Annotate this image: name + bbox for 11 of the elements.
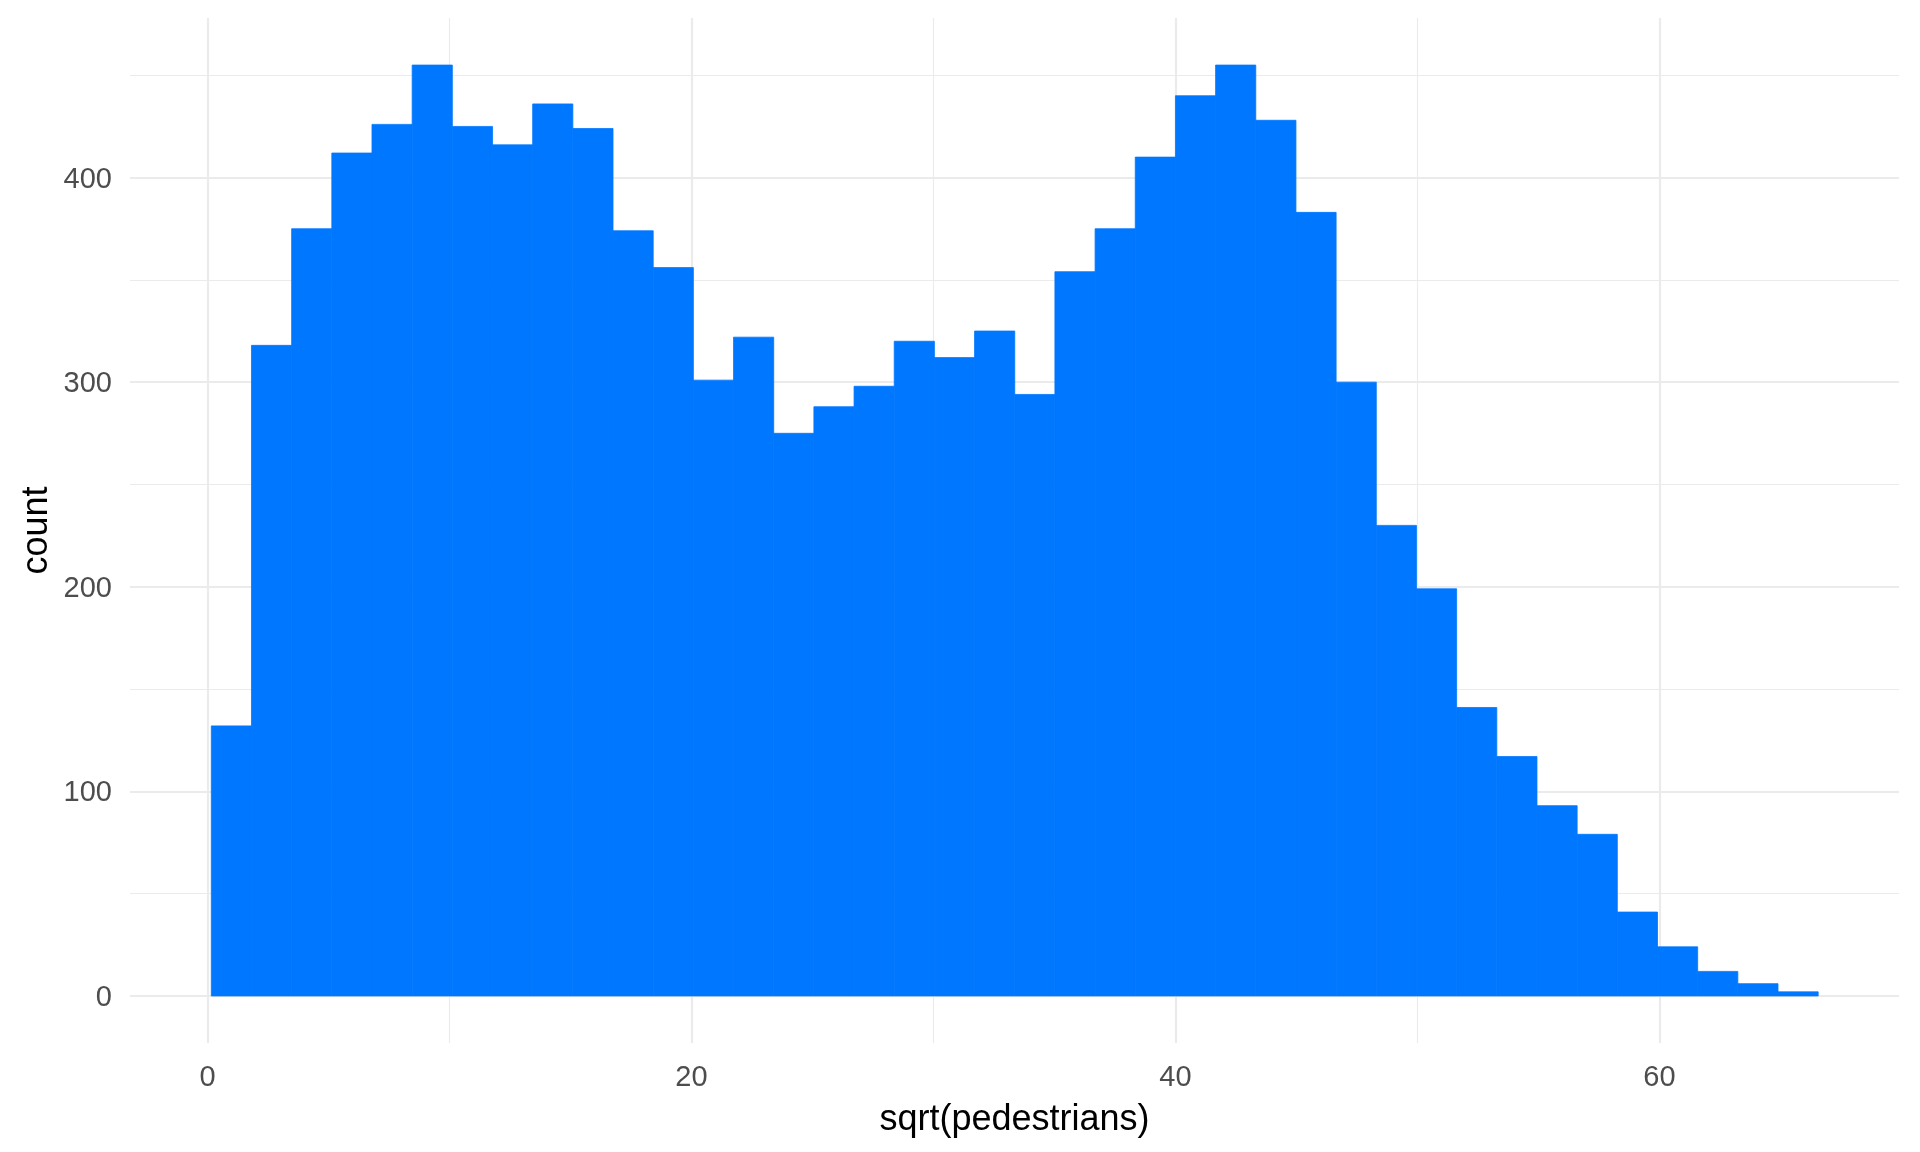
x-tick-label: 20 [675,1059,708,1092]
x-tick-label: 60 [1643,1059,1676,1092]
y-tick-label: 200 [63,570,112,603]
y-axis-title: count [14,486,56,575]
y-tick-label: 400 [63,161,112,194]
x-tick-label: 40 [1159,1059,1192,1092]
y-tick-label: 300 [63,366,112,399]
x-tick-label: 0 [199,1059,216,1092]
y-tick-label: 100 [63,775,112,808]
x-axis-title: sqrt(pedestrians) [879,1096,1150,1138]
y-tick-label: 0 [95,979,112,1012]
